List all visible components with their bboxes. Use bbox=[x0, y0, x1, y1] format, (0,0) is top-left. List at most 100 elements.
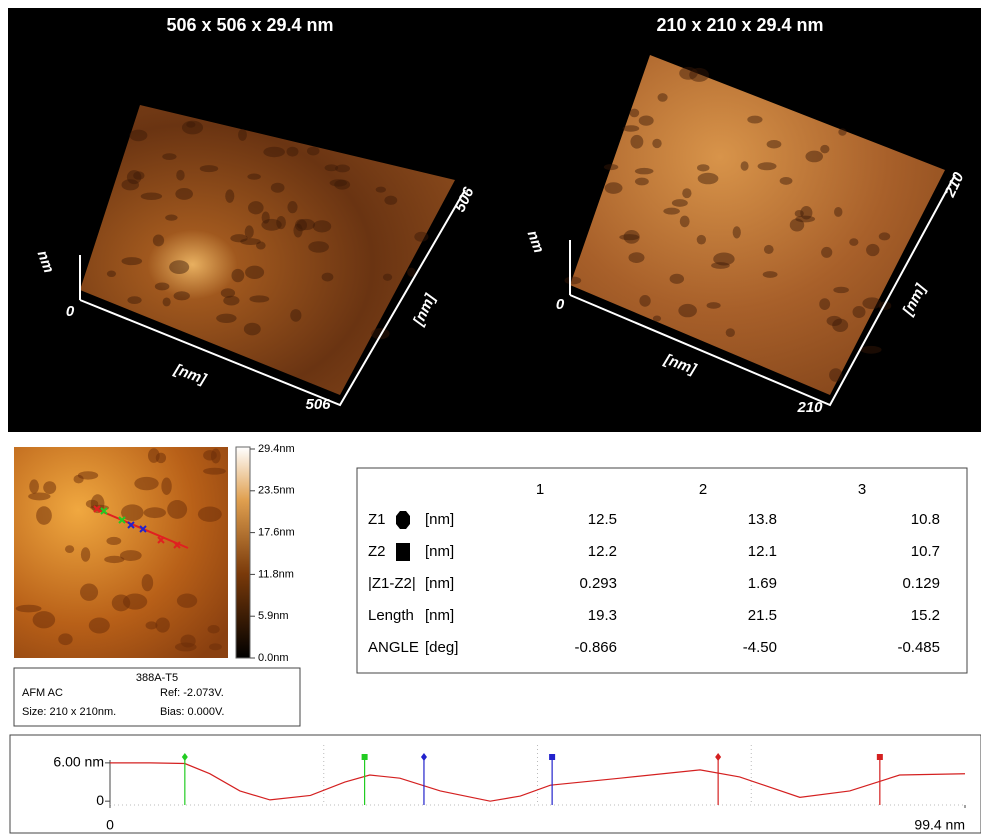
pit bbox=[805, 151, 823, 163]
pit bbox=[629, 109, 639, 118]
pit bbox=[795, 216, 815, 223]
pit bbox=[231, 269, 244, 282]
pit bbox=[307, 147, 320, 156]
row-label: Z2 bbox=[368, 543, 386, 560]
pit bbox=[624, 230, 640, 244]
pit bbox=[639, 295, 650, 307]
row-unit: [nm] bbox=[425, 575, 454, 592]
cursor-marker bbox=[877, 754, 883, 760]
pit bbox=[628, 252, 644, 263]
pit bbox=[834, 207, 842, 217]
row-unit: [nm] bbox=[425, 543, 454, 560]
info-ref: Ref: -2.073V. bbox=[160, 687, 224, 699]
pit bbox=[244, 323, 261, 336]
pit bbox=[107, 271, 116, 278]
pit bbox=[211, 449, 221, 464]
pit bbox=[325, 164, 339, 171]
pit bbox=[652, 139, 661, 148]
colorbar bbox=[236, 447, 250, 658]
pit bbox=[203, 468, 226, 475]
pit bbox=[697, 235, 706, 245]
pit bbox=[780, 177, 793, 185]
pit bbox=[832, 319, 848, 332]
info-mode: AFM AC bbox=[22, 687, 63, 699]
pit bbox=[148, 448, 160, 463]
pit bbox=[162, 153, 176, 160]
render-title: 506 x 506 x 29.4 nm bbox=[166, 15, 333, 35]
pit bbox=[141, 192, 162, 200]
cell-value: -4.50 bbox=[743, 639, 777, 656]
pit bbox=[414, 232, 428, 242]
pit bbox=[74, 475, 84, 484]
pit bbox=[287, 201, 297, 213]
pit bbox=[383, 274, 392, 281]
info-size: Size: 210 x 210nm. bbox=[22, 706, 116, 718]
pit bbox=[153, 234, 164, 246]
pit bbox=[653, 315, 661, 321]
pit bbox=[833, 287, 849, 293]
pit bbox=[733, 226, 741, 238]
pit bbox=[208, 625, 220, 633]
pit bbox=[663, 208, 680, 215]
cell-value: -0.485 bbox=[897, 639, 940, 656]
pit bbox=[169, 260, 189, 274]
colorbar-label: 0.0nm bbox=[258, 652, 289, 664]
pit bbox=[122, 257, 143, 265]
pit bbox=[682, 188, 691, 198]
colorbar-label: 11.8nm bbox=[258, 568, 294, 580]
cell-value: 1.69 bbox=[748, 575, 777, 592]
cell-value: 0.293 bbox=[579, 575, 617, 592]
pit bbox=[144, 507, 166, 518]
pit bbox=[680, 216, 690, 228]
pit bbox=[58, 633, 72, 645]
pit bbox=[330, 179, 347, 186]
row-unit: [nm] bbox=[425, 607, 454, 624]
cell-value: 12.5 bbox=[588, 511, 617, 528]
pit bbox=[764, 245, 774, 254]
pit bbox=[623, 125, 640, 132]
y-tick-label: 0 bbox=[96, 792, 104, 808]
row-label: Length bbox=[368, 607, 414, 624]
pit bbox=[238, 129, 247, 141]
pit bbox=[249, 295, 269, 302]
pit bbox=[248, 201, 264, 214]
pit bbox=[763, 271, 778, 278]
pit bbox=[697, 164, 709, 171]
pit bbox=[161, 478, 171, 495]
pit bbox=[726, 328, 735, 337]
info-bias: Bias: 0.000V. bbox=[160, 706, 224, 718]
pit bbox=[43, 481, 56, 494]
pit bbox=[866, 244, 879, 256]
pit bbox=[879, 232, 890, 240]
pit bbox=[678, 304, 697, 317]
pit bbox=[605, 182, 623, 194]
pit bbox=[635, 168, 654, 175]
cell-value: 12.2 bbox=[588, 543, 617, 560]
pit bbox=[225, 189, 234, 202]
x-tick-label: 99.4 nm bbox=[914, 817, 965, 833]
cell-value: 21.5 bbox=[748, 607, 777, 624]
pit bbox=[65, 545, 74, 553]
pit bbox=[376, 187, 386, 193]
colorbar-label: 5.9nm bbox=[258, 610, 289, 622]
cell-value: -0.866 bbox=[574, 639, 617, 656]
colorbar-label: 17.6nm bbox=[258, 527, 295, 539]
pit bbox=[177, 594, 197, 608]
symbol bbox=[396, 543, 410, 561]
pit bbox=[711, 262, 730, 269]
pit bbox=[16, 605, 42, 613]
pit bbox=[155, 617, 169, 632]
pit bbox=[564, 276, 581, 284]
colorbar-label: 29.4nm bbox=[258, 443, 295, 455]
pit bbox=[146, 621, 158, 629]
pit bbox=[767, 140, 782, 148]
pit bbox=[209, 643, 222, 650]
pit bbox=[28, 492, 50, 500]
pit bbox=[142, 574, 153, 591]
pit bbox=[658, 93, 668, 102]
x-max: 210 bbox=[796, 399, 823, 416]
pit bbox=[167, 500, 187, 519]
pit bbox=[635, 178, 649, 186]
pit bbox=[174, 291, 190, 300]
pit bbox=[313, 220, 332, 232]
